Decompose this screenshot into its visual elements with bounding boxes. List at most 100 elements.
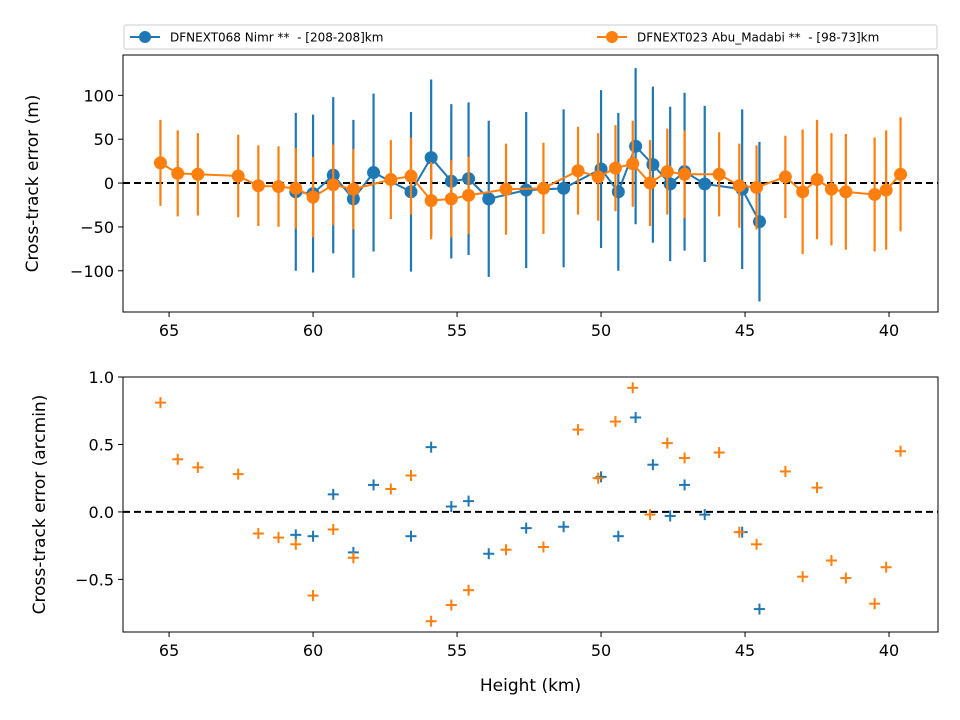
data-point bbox=[444, 192, 458, 206]
data-point bbox=[611, 185, 625, 199]
x-tick-label: 45 bbox=[735, 641, 755, 660]
data-point bbox=[591, 170, 605, 184]
data-point bbox=[154, 397, 166, 409]
data-point bbox=[679, 479, 691, 491]
x-tick-label: 45 bbox=[735, 321, 755, 340]
data-point bbox=[368, 479, 380, 491]
legend-entry-abu-madabi: DFNEXT023 Abu_Madabi ** - [98-73]km bbox=[597, 31, 879, 45]
data-point bbox=[463, 584, 475, 596]
data-point bbox=[608, 161, 622, 175]
data-point bbox=[191, 167, 205, 181]
top-panel-cross-track-m: 65 60 55 50 45 40 −100 −50 0 50 100 Cross-track err… bbox=[23, 54, 939, 340]
data-point bbox=[327, 523, 339, 535]
x-tick-label: 60 bbox=[303, 321, 323, 340]
data-point bbox=[751, 538, 763, 550]
legend: DFNEXT068 Nimr ** - [208-208]km DFNEXT023… bbox=[123, 24, 938, 50]
data-point bbox=[612, 530, 624, 542]
legend-box bbox=[123, 24, 938, 50]
y-tick-label: −100 bbox=[70, 262, 114, 281]
x-tick-label: 50 bbox=[591, 641, 611, 660]
y-tick-label: −0.5 bbox=[75, 570, 114, 589]
data-point bbox=[643, 176, 657, 190]
data-point bbox=[644, 509, 656, 521]
y-axis-label: Cross-track error (arcmin) bbox=[30, 395, 50, 615]
data-point bbox=[750, 180, 764, 194]
data-point bbox=[868, 187, 882, 201]
data-point bbox=[424, 194, 438, 208]
bottom-panel-cross-track-arcmin: 65 60 55 50 45 40 −0.5 0.0 0.5 1.0 Cross-track err… bbox=[30, 368, 939, 696]
data-point bbox=[572, 424, 584, 436]
data-point bbox=[630, 411, 642, 423]
data-point bbox=[879, 183, 893, 197]
x-tick-label: 65 bbox=[159, 321, 179, 340]
data-point bbox=[699, 509, 711, 521]
data-point bbox=[425, 441, 437, 453]
data-point bbox=[796, 185, 810, 199]
data-point bbox=[171, 166, 185, 180]
data-point bbox=[463, 495, 475, 507]
data-point bbox=[445, 501, 457, 513]
data-point bbox=[661, 437, 673, 449]
data-point bbox=[811, 482, 823, 494]
data-point bbox=[537, 541, 549, 553]
data-point bbox=[825, 554, 837, 566]
legend-entry-nimr: DFNEXT068 Nimr ** - [208-208]km bbox=[130, 31, 383, 45]
data-point bbox=[192, 461, 204, 473]
data-point bbox=[626, 157, 640, 171]
y-axis-label: Cross-track error (m) bbox=[23, 95, 43, 273]
series-nimr bbox=[289, 68, 766, 302]
data-point bbox=[571, 164, 585, 178]
data-point bbox=[839, 185, 853, 199]
x-tick-label: 55 bbox=[447, 641, 467, 660]
data-point bbox=[405, 530, 417, 542]
data-point bbox=[289, 181, 303, 195]
series-abu-madabi bbox=[154, 382, 907, 627]
data-point bbox=[306, 190, 320, 204]
data-point bbox=[307, 590, 319, 602]
data-point bbox=[678, 167, 692, 181]
y-tick-label: 100 bbox=[83, 86, 114, 105]
data-point bbox=[346, 182, 360, 196]
data-point bbox=[664, 510, 676, 522]
data-point bbox=[232, 468, 244, 480]
y-tick-label: −50 bbox=[80, 218, 114, 237]
data-point bbox=[500, 544, 512, 556]
data-point bbox=[779, 465, 791, 477]
data-point bbox=[732, 179, 746, 193]
data-point bbox=[290, 538, 302, 550]
data-point bbox=[752, 215, 766, 229]
data-point bbox=[290, 529, 302, 541]
y-tick-label: 0.0 bbox=[89, 503, 114, 522]
x-tick-label: 55 bbox=[447, 321, 467, 340]
data-point bbox=[824, 182, 838, 196]
series-nimr bbox=[290, 411, 765, 615]
data-point bbox=[445, 599, 457, 611]
data-point bbox=[627, 382, 639, 394]
data-point bbox=[895, 445, 907, 457]
data-point bbox=[646, 158, 660, 172]
data-point bbox=[712, 167, 726, 181]
data-point bbox=[778, 170, 792, 184]
data-point bbox=[326, 178, 340, 192]
data-point bbox=[405, 469, 417, 481]
x-tick-label: 65 bbox=[159, 641, 179, 660]
data-point bbox=[307, 530, 319, 542]
y-tick-label: 50 bbox=[94, 130, 114, 149]
data-point bbox=[609, 416, 621, 428]
axes-frame bbox=[122, 376, 939, 633]
x-tick-label: 60 bbox=[303, 641, 323, 660]
data-point bbox=[347, 552, 359, 564]
data-point bbox=[713, 447, 725, 459]
data-point bbox=[810, 173, 824, 187]
data-point bbox=[462, 188, 476, 202]
data-point bbox=[558, 521, 570, 533]
data-point bbox=[483, 548, 495, 560]
data-point bbox=[482, 192, 496, 206]
data-point bbox=[367, 166, 381, 180]
data-point bbox=[425, 615, 437, 627]
data-point bbox=[679, 452, 691, 464]
data-point bbox=[153, 156, 167, 170]
data-point bbox=[753, 603, 765, 615]
data-point bbox=[592, 472, 604, 484]
